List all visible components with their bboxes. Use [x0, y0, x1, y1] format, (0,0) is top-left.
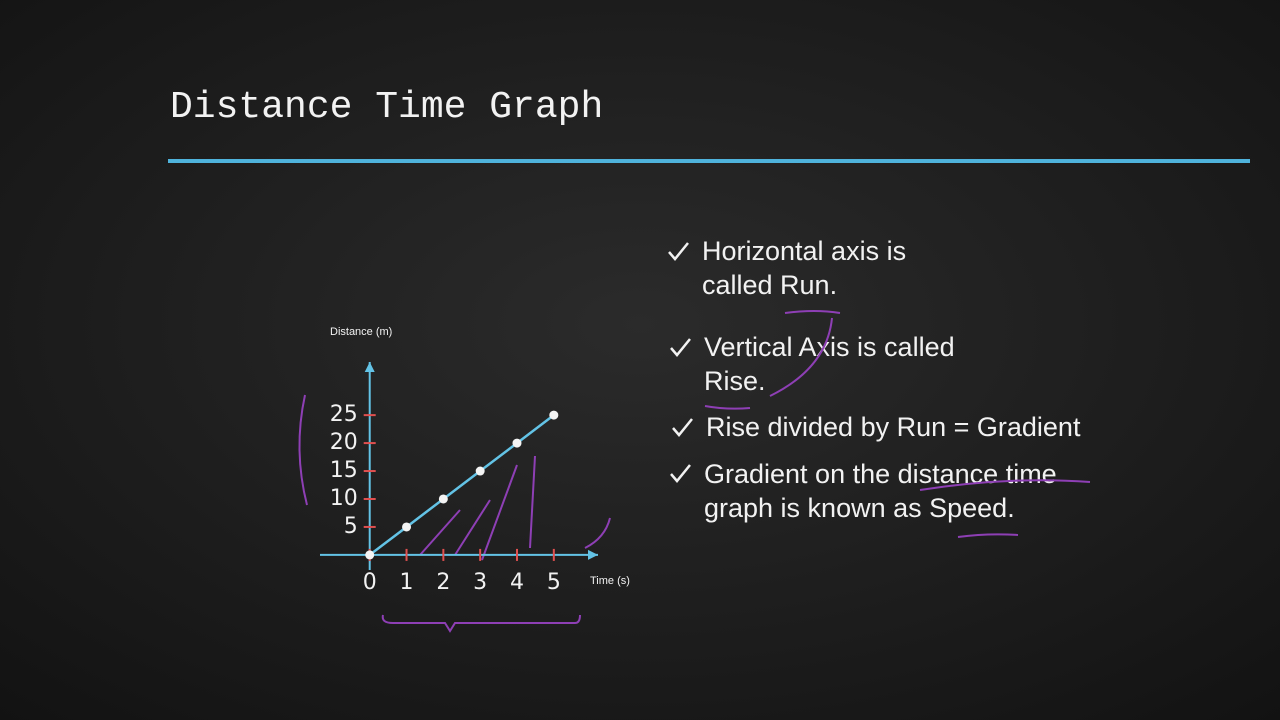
x-axis-label: Time (s) — [590, 575, 630, 587]
y-tick-label: 10 — [330, 486, 358, 511]
y-axis-label: Distance (m) — [330, 326, 392, 338]
x-tick-label: 5 — [547, 570, 561, 595]
y-tick-label: 20 — [330, 430, 358, 455]
slide-title: Distance Time Graph — [170, 86, 603, 129]
y-tick-label: 25 — [330, 402, 358, 427]
x-tick-label: 4 — [510, 570, 524, 595]
y-axis-arrow — [364, 362, 375, 372]
x-tick-label: 2 — [436, 570, 450, 595]
data-line — [368, 414, 555, 556]
bullet-text: graph is known as Speed. — [704, 493, 1015, 523]
x-tick-label: 0 — [363, 570, 377, 595]
data-point — [475, 466, 485, 476]
bullet-text: Vertical Axis is called — [704, 332, 955, 362]
y-tick-label: 5 — [344, 514, 358, 539]
data-point — [438, 494, 448, 504]
bullet-text: Rise. — [704, 366, 766, 396]
x-tick-label: 3 — [473, 570, 487, 595]
bullet-text: called Run. — [702, 270, 837, 300]
data-point — [549, 410, 559, 420]
bullet-text: Horizontal axis is — [702, 236, 906, 266]
data-point — [402, 522, 412, 532]
y-tick-label: 15 — [330, 458, 358, 483]
bullet-text: Gradient on the distance time — [704, 459, 1057, 489]
data-point — [365, 550, 375, 560]
bullet-text: Rise divided by Run = Gradient — [706, 412, 1081, 442]
annotations — [298, 310, 1091, 633]
data-point — [512, 438, 522, 448]
x-tick-label: 1 — [400, 570, 414, 595]
x-axis-arrow — [588, 549, 598, 560]
checkmarks — [668, 242, 693, 483]
